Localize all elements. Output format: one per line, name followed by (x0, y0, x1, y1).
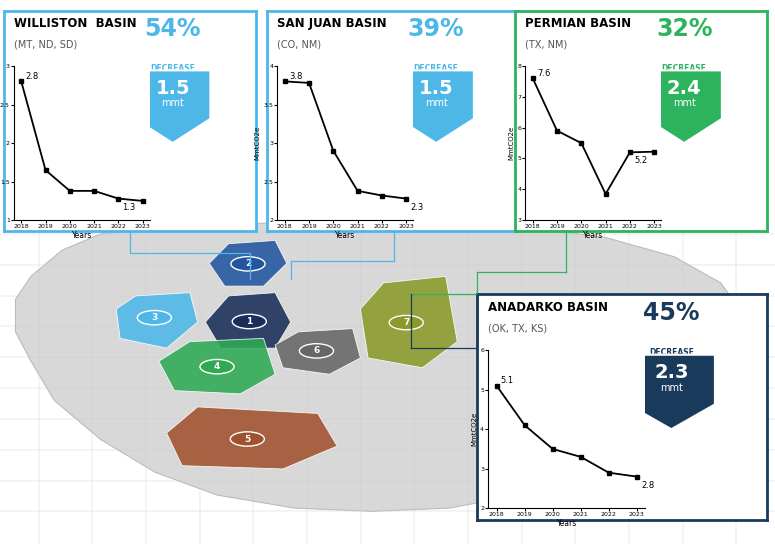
Text: 4: 4 (214, 362, 220, 371)
Text: 2.4: 2.4 (666, 78, 701, 97)
Polygon shape (275, 329, 360, 374)
Circle shape (231, 257, 265, 271)
Circle shape (232, 314, 267, 329)
Text: SAN JUAN BASIN: SAN JUAN BASIN (277, 17, 387, 30)
Text: 6: 6 (313, 347, 319, 355)
Polygon shape (167, 407, 337, 469)
Circle shape (200, 360, 234, 374)
Text: DECREASE: DECREASE (662, 64, 707, 73)
Text: 3: 3 (151, 313, 157, 322)
Circle shape (389, 316, 423, 330)
Text: 1.5: 1.5 (418, 78, 453, 97)
Polygon shape (16, 221, 752, 511)
Text: mmt: mmt (425, 98, 448, 108)
Text: 2: 2 (245, 259, 251, 268)
Text: 2.3: 2.3 (654, 363, 689, 382)
Text: 32%: 32% (656, 17, 712, 41)
Text: DECREASE: DECREASE (414, 64, 459, 73)
Text: mmt: mmt (660, 383, 683, 393)
Circle shape (230, 432, 264, 446)
Text: mmt: mmt (161, 98, 184, 108)
Text: ANADARKO BASIN: ANADARKO BASIN (488, 300, 608, 313)
Polygon shape (646, 70, 722, 143)
Text: 45%: 45% (643, 300, 700, 325)
Polygon shape (135, 70, 211, 143)
Text: (CO, NM): (CO, NM) (277, 40, 322, 50)
Text: 1.5: 1.5 (155, 78, 190, 97)
Polygon shape (116, 293, 198, 348)
Text: 54%: 54% (144, 17, 201, 41)
Text: (OK, TX, KS): (OK, TX, KS) (488, 323, 547, 333)
Text: 7: 7 (403, 318, 409, 327)
Text: (MT, ND, SD): (MT, ND, SD) (14, 40, 78, 50)
Circle shape (137, 311, 171, 325)
Text: 5: 5 (244, 435, 250, 443)
Polygon shape (209, 240, 287, 286)
Polygon shape (398, 70, 474, 143)
Circle shape (299, 344, 333, 358)
Text: 1: 1 (246, 317, 253, 326)
Polygon shape (360, 276, 457, 368)
Text: WILLISTON  BASIN: WILLISTON BASIN (14, 17, 136, 30)
Text: DECREASE: DECREASE (150, 64, 195, 73)
Text: (TX, NM): (TX, NM) (525, 40, 568, 50)
Polygon shape (205, 293, 291, 348)
Polygon shape (628, 355, 715, 429)
Text: PERMIAN BASIN: PERMIAN BASIN (525, 17, 632, 30)
Polygon shape (159, 338, 275, 394)
Text: 39%: 39% (408, 17, 464, 41)
Text: mmt: mmt (673, 98, 696, 108)
Text: DECREASE: DECREASE (649, 348, 694, 357)
